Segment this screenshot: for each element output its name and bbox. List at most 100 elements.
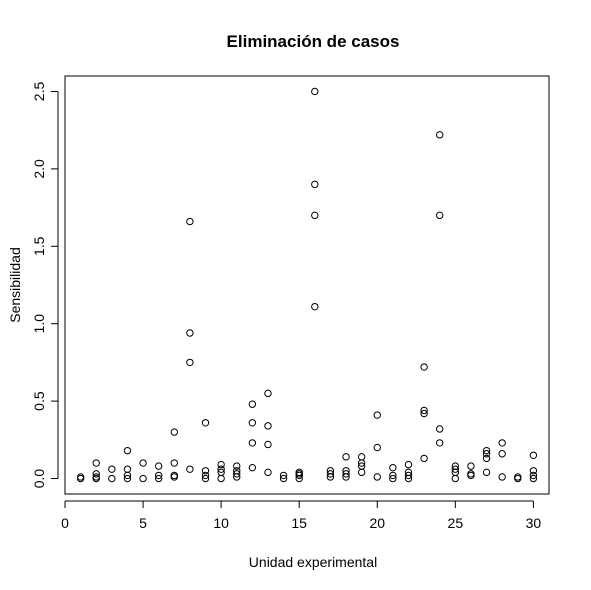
y-tick-label: 0.0: [31, 469, 47, 489]
y-tick-label: 1.0: [31, 314, 47, 334]
data-point: [498, 450, 506, 458]
data-point: [92, 473, 100, 481]
data-point: [436, 439, 444, 447]
data-point: [201, 474, 210, 483]
data-point: [217, 474, 225, 483]
data-point: [420, 406, 428, 415]
data-point: [108, 465, 116, 473]
data-point: [357, 453, 366, 461]
y-axis-label: Sensibilidad: [7, 247, 23, 323]
data-point: [436, 131, 444, 139]
data-point: [498, 473, 506, 481]
data-point: [186, 329, 194, 337]
y-tick-label: 0.5: [31, 391, 47, 411]
data-point: [404, 468, 413, 477]
data-point: [404, 471, 413, 480]
data-point: [311, 180, 319, 189]
data-point: [373, 443, 381, 452]
data-point: [123, 446, 132, 455]
data-point: [357, 462, 366, 470]
data-point: [436, 425, 444, 433]
data-point: [217, 465, 225, 473]
data-point: [264, 468, 272, 477]
data-point: [482, 454, 491, 463]
data-point: [217, 468, 225, 477]
x-tick-label: 25: [448, 515, 464, 531]
data-point: [186, 465, 194, 473]
data-point: [436, 211, 444, 220]
data-point: [201, 467, 210, 475]
x-tick-label: 0: [61, 515, 69, 531]
data-point: [279, 471, 288, 480]
y-tick-label: 2.5: [31, 82, 47, 102]
data-point: [139, 459, 147, 467]
data-point: [248, 439, 257, 447]
data-point: [529, 474, 538, 483]
data-point: [482, 468, 491, 477]
x-tick-label: 15: [291, 515, 307, 531]
data-point: [389, 474, 397, 483]
data-point: [342, 470, 350, 478]
data-point: [233, 462, 241, 470]
data-point: [264, 389, 272, 398]
data-point: [373, 473, 381, 481]
data-point: [217, 460, 225, 469]
data-point: [170, 459, 178, 467]
data-point: [389, 471, 397, 480]
data-point: [186, 217, 194, 226]
data-point: [451, 465, 460, 473]
data-point: [451, 462, 460, 470]
chart-title: Eliminación de casos: [227, 32, 400, 51]
data-point: [498, 439, 506, 447]
data-point: [264, 422, 272, 430]
data-point: [123, 465, 132, 473]
data-point: [420, 409, 428, 418]
x-tick-label: 20: [369, 515, 385, 531]
data-point: [373, 411, 381, 419]
data-points: [76, 87, 538, 483]
data-point: [139, 474, 147, 483]
data-point: [389, 463, 397, 472]
data-point: [248, 400, 257, 408]
data-point: [326, 470, 335, 478]
data-point: [123, 474, 132, 483]
x-axis-label: Unidad experimental: [249, 554, 377, 570]
data-point: [92, 470, 100, 478]
x-tick-label: 30: [526, 515, 542, 531]
data-point: [482, 446, 491, 455]
data-point: [295, 468, 303, 477]
y-tick-label: 1.5: [31, 236, 47, 256]
data-point: [451, 474, 460, 483]
data-point: [108, 474, 116, 483]
data-point: [404, 460, 413, 469]
data-point: [248, 419, 257, 427]
data-point: [342, 467, 350, 475]
data-point: [529, 467, 538, 475]
data-point: [201, 419, 210, 427]
data-point: [76, 473, 85, 481]
data-point: [201, 471, 210, 480]
data-point: [279, 474, 288, 483]
data-point: [170, 428, 178, 436]
data-point: [233, 467, 241, 475]
data-point: [467, 462, 475, 470]
data-point: [529, 451, 538, 459]
data-point: [154, 462, 163, 470]
data-point: [420, 363, 428, 371]
data-point: [420, 454, 428, 463]
data-point: [311, 302, 319, 311]
data-point: [154, 471, 163, 480]
data-point: [154, 474, 163, 483]
data-point: [529, 471, 538, 480]
data-point: [482, 450, 491, 458]
x-tick-label: 5: [139, 515, 147, 531]
data-point: [92, 459, 100, 467]
x-tick-label: 10: [213, 515, 229, 531]
data-point: [233, 470, 241, 478]
data-point: [467, 470, 475, 478]
data-point: [311, 211, 319, 220]
plot-frame: [64, 75, 550, 495]
y-tick-label: 2.0: [31, 159, 47, 179]
data-point: [186, 358, 194, 367]
